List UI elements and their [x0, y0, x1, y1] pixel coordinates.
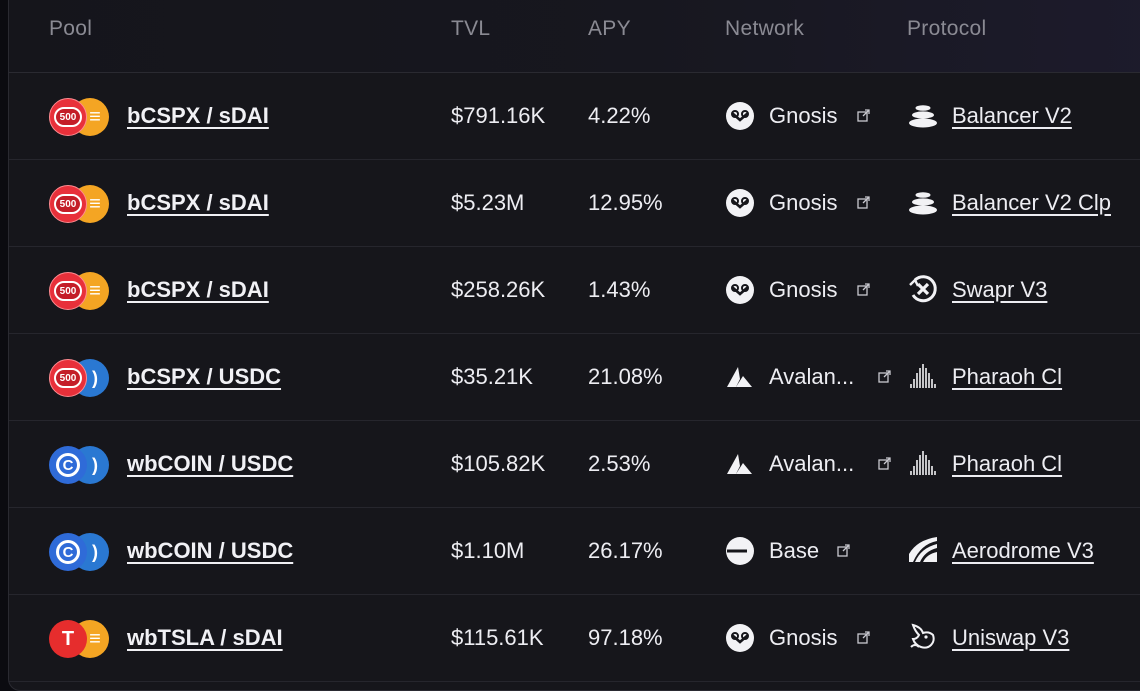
sp500-icon: 500: [49, 185, 87, 223]
header-tvl[interactable]: TVL: [451, 17, 491, 40]
header-pool[interactable]: Pool: [49, 17, 93, 40]
network-name: Avalan...: [769, 451, 855, 476]
network-name: Gnosis: [769, 103, 838, 128]
tvl-value: $115.61K: [451, 625, 544, 650]
apy-value: 97.18%: [588, 625, 663, 650]
sp500-icon: 500: [49, 272, 87, 310]
table-row[interactable]: 500 ≡ bCSPX / sDAI $791.16K 4.22% Gnosis Balan…: [9, 73, 1140, 160]
apy-value: 12.95%: [588, 190, 663, 215]
table-row[interactable]: 500 ≡ bCSPX / sDAI $5.23M 12.95% Gnosis Balanc…: [9, 160, 1140, 247]
balancer-icon: [907, 186, 939, 218]
tvl-value: $258.26K: [451, 277, 546, 302]
protocol-link[interactable]: Pharaoh Cl: [952, 451, 1063, 476]
token-pair-icon: C): [49, 533, 111, 573]
token-pair-icon: C): [49, 446, 111, 486]
tvl-value: $5.23M: [451, 190, 525, 215]
sp500-icon: 500: [49, 359, 87, 397]
avalanche-icon: [725, 449, 755, 479]
avalanche-icon: [725, 362, 755, 392]
pool-name-link[interactable]: bCSPX / sDAI: [127, 103, 269, 128]
coinbase-icon: C: [49, 533, 87, 571]
base-icon: [725, 536, 755, 566]
tesla-icon: T: [49, 620, 87, 658]
table-header: Pool TVL APY Network Protocol: [9, 0, 1140, 73]
protocol-link[interactable]: Uniswap V3: [952, 625, 1070, 650]
pool-name-link[interactable]: wbCOIN / USDC: [127, 538, 294, 563]
table-row[interactable]: T ≡ wbTSLA / sDAI $115.61K 97.18% Gnosis Unisw…: [9, 595, 1140, 682]
apy-value: 4.22%: [588, 103, 651, 128]
gnosis-icon: [725, 188, 755, 218]
network-name: Gnosis: [769, 625, 838, 650]
protocol-link[interactable]: Swapr V3: [952, 277, 1048, 302]
apy-value: 21.08%: [588, 364, 663, 389]
pool-name-link[interactable]: wbCOIN / USDC: [127, 451, 294, 476]
header-apy[interactable]: APY: [588, 17, 631, 40]
token-pair-icon: T ≡: [49, 620, 111, 660]
protocol-link[interactable]: Balancer V2: [952, 103, 1072, 128]
network-name: Base: [769, 538, 820, 563]
token-pair-icon: 500 ≡: [49, 185, 111, 225]
protocol-link[interactable]: Balancer V2 Clp: [952, 190, 1111, 215]
token-pair-icon: 500 ≡: [49, 98, 111, 138]
table-row[interactable]: C) wbCOIN / USDC $1.10M 26.17% Base Aerodrome…: [9, 508, 1140, 595]
protocol-link[interactable]: Aerodrome V3: [952, 538, 1094, 563]
aerodrome-icon: [907, 534, 939, 566]
pools-table: Pool TVL APY Network Protocol 500 ≡ bCSPX …: [8, 0, 1140, 691]
tvl-value: $791.16K: [451, 103, 546, 128]
external-link-icon[interactable]: [837, 544, 850, 557]
external-link-icon[interactable]: [857, 196, 870, 209]
gnosis-icon: [725, 275, 755, 305]
apy-value: 2.53%: [588, 451, 651, 476]
token-pair-icon: 500): [49, 359, 111, 399]
table-body: 500 ≡ bCSPX / sDAI $791.16K 4.22% Gnosis Balan…: [9, 73, 1140, 682]
network-name: Avalan...: [769, 364, 855, 389]
header-protocol[interactable]: Protocol: [907, 17, 987, 40]
pool-name-link[interactable]: wbTSLA / sDAI: [127, 625, 283, 650]
gnosis-icon: [725, 623, 755, 653]
pharaoh-icon: [907, 447, 939, 479]
header-network[interactable]: Network: [725, 17, 805, 40]
pool-name-link[interactable]: bCSPX / sDAI: [127, 277, 269, 302]
external-link-icon[interactable]: [878, 370, 891, 383]
swapr-icon: [907, 273, 939, 305]
gnosis-icon: [725, 101, 755, 131]
network-name: Gnosis: [769, 190, 838, 215]
protocol-link[interactable]: Pharaoh Cl: [952, 364, 1063, 389]
token-pair-icon: 500 ≡: [49, 272, 111, 312]
network-name: Gnosis: [769, 277, 838, 302]
tvl-value: $105.82K: [451, 451, 546, 476]
external-link-icon[interactable]: [878, 457, 891, 470]
pool-name-link[interactable]: bCSPX / USDC: [127, 364, 282, 389]
tvl-value: $35.21K: [451, 364, 533, 389]
uniswap-icon: [907, 621, 939, 653]
table-row[interactable]: C) wbCOIN / USDC $105.82K 2.53% Avalan... Pha…: [9, 421, 1140, 508]
external-link-icon[interactable]: [857, 631, 870, 644]
apy-value: 26.17%: [588, 538, 663, 563]
table-row[interactable]: 500) bCSPX / USDC $35.21K 21.08% Avalan... Ph…: [9, 334, 1140, 421]
external-link-icon[interactable]: [857, 283, 870, 296]
external-link-icon[interactable]: [857, 109, 870, 122]
coinbase-icon: C: [49, 446, 87, 484]
pharaoh-icon: [907, 360, 939, 392]
apy-value: 1.43%: [588, 277, 651, 302]
pool-name-link[interactable]: bCSPX / sDAI: [127, 190, 269, 215]
table-row[interactable]: 500 ≡ bCSPX / sDAI $258.26K 1.43% Gnosis Swapr…: [9, 247, 1140, 334]
balancer-icon: [907, 99, 939, 131]
sp500-icon: 500: [49, 98, 87, 136]
tvl-value: $1.10M: [451, 538, 525, 563]
